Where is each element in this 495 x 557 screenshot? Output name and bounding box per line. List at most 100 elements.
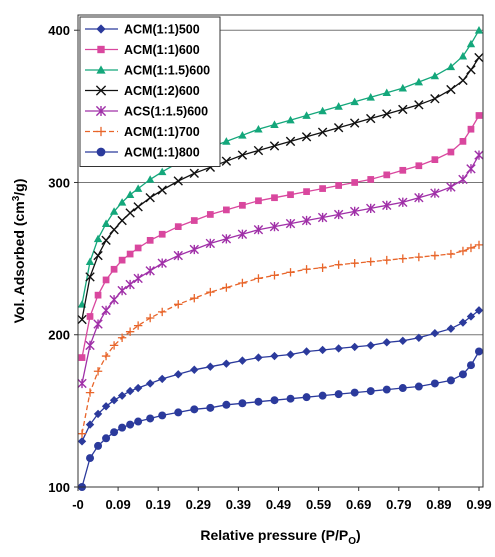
- legend-box: [79, 16, 221, 167]
- data-point: [158, 411, 167, 420]
- data-point: [350, 342, 359, 352]
- data-point: [446, 182, 456, 192]
- x-tick-label: 0.19: [146, 497, 171, 512]
- data-point: [474, 52, 484, 63]
- data-point: [101, 305, 111, 316]
- data-point: [77, 314, 87, 325]
- y-axis-title-sup: 3: [11, 195, 22, 201]
- data-point: [146, 236, 154, 244]
- data-point: [133, 273, 143, 284]
- data-point: [414, 100, 424, 110]
- data-point: [206, 211, 214, 218]
- data-point: [334, 344, 343, 353]
- data-point: [221, 156, 232, 166]
- data-point: [134, 244, 142, 252]
- data-point: [85, 420, 95, 429]
- data-point: [206, 403, 215, 412]
- data-point: [125, 279, 135, 290]
- legend-item: ACM(1:1)800: [85, 146, 200, 160]
- data-point: [399, 166, 407, 174]
- data-point: [318, 345, 327, 355]
- data-point: [301, 132, 312, 142]
- data-point: [319, 185, 326, 192]
- data-point: [269, 141, 280, 151]
- data-point: [447, 148, 455, 156]
- data-point: [126, 420, 135, 429]
- data-point: [238, 399, 247, 408]
- legend-marker: [96, 65, 106, 74]
- data-point: [398, 83, 408, 92]
- x-tick-label: 0.49: [266, 497, 291, 512]
- legend-item: ACM(1:1)600: [85, 43, 200, 57]
- data-point: [239, 201, 246, 209]
- data-point: [158, 167, 167, 176]
- series-0: [77, 306, 484, 446]
- data-point: [431, 156, 439, 164]
- axes: [77, 14, 484, 488]
- data-point: [190, 217, 198, 224]
- legend-marker: [95, 105, 107, 117]
- data-point: [118, 423, 127, 432]
- data-point: [458, 75, 468, 86]
- data-point: [254, 353, 263, 362]
- data-point: [270, 351, 279, 361]
- data-point: [222, 283, 231, 292]
- data-point: [101, 235, 111, 246]
- data-point: [101, 402, 111, 411]
- data-point: [318, 391, 327, 400]
- data-point: [474, 150, 484, 160]
- data-point: [475, 347, 483, 356]
- data-point: [398, 384, 407, 393]
- data-point: [133, 202, 143, 212]
- data-point: [85, 257, 95, 266]
- data-point: [317, 212, 328, 223]
- data-point: [382, 385, 391, 394]
- data-point: [133, 383, 143, 393]
- data-point: [254, 124, 263, 133]
- data-point: [367, 176, 375, 183]
- data-point: [333, 122, 344, 133]
- data-point: [109, 396, 119, 405]
- data-point: [466, 39, 476, 48]
- y-tick-label: 200: [48, 328, 70, 343]
- x-axis-title-end: ): [356, 527, 361, 543]
- series-1: [78, 112, 483, 361]
- data-point: [302, 347, 311, 356]
- data-point: [206, 287, 215, 297]
- data-point: [430, 379, 439, 388]
- data-point: [383, 171, 391, 179]
- data-point: [382, 109, 392, 119]
- data-point: [467, 125, 475, 133]
- data-point: [86, 454, 95, 463]
- data-point: [94, 291, 102, 299]
- data-point: [430, 94, 440, 104]
- data-point: [173, 176, 183, 186]
- data-point: [286, 394, 295, 403]
- data-point: [349, 206, 360, 217]
- data-point: [270, 396, 279, 405]
- data-point: [77, 429, 87, 438]
- data-point: [415, 162, 423, 170]
- data-point: [446, 324, 456, 333]
- series-5: [77, 240, 484, 438]
- data-point: [125, 208, 135, 218]
- data-point: [474, 240, 484, 250]
- data-point: [253, 145, 264, 156]
- data-point: [382, 338, 391, 347]
- data-point: [93, 319, 103, 329]
- x-tick-label: 0.99: [466, 497, 491, 512]
- legend-item: ACM(1:1)500: [85, 23, 200, 37]
- legend-label: ACM(1:1)600: [124, 43, 200, 57]
- data-point: [157, 185, 167, 195]
- data-point: [446, 376, 455, 385]
- data-point: [190, 294, 199, 303]
- data-point: [334, 390, 343, 399]
- data-point: [475, 112, 483, 119]
- data-point: [459, 138, 467, 145]
- data-point: [287, 191, 294, 199]
- data-point: [398, 197, 408, 207]
- data-point: [285, 218, 296, 229]
- data-point: [474, 26, 484, 34]
- data-point: [466, 164, 476, 174]
